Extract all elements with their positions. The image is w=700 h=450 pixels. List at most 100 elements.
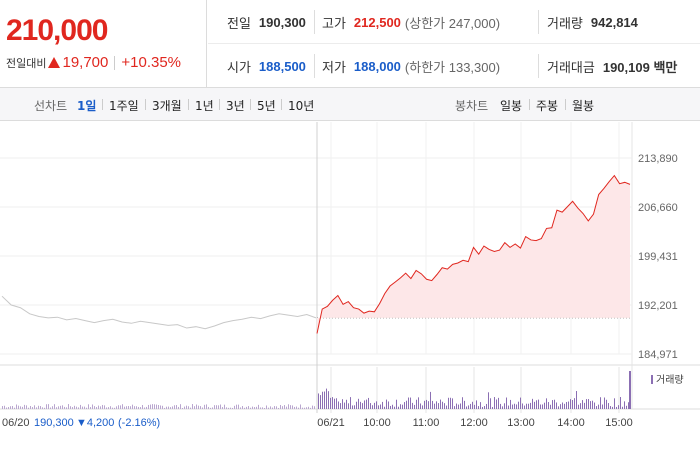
volume-bar (346, 399, 347, 409)
volume-bar (196, 404, 197, 409)
volume-bar (130, 406, 131, 409)
divider (219, 99, 220, 110)
price-chart[interactable]: 213,890 206,660 199,431 192,201 184,971 06/21… (0, 122, 700, 450)
period-1year[interactable]: 1년 (195, 99, 214, 113)
volume-bar (574, 398, 575, 409)
volume-bar (568, 401, 569, 409)
y-tick-label: 213,890 (638, 153, 678, 165)
volume-bar (450, 397, 451, 409)
volume-bar (470, 403, 471, 409)
period-10year[interactable]: 10년 (288, 99, 315, 113)
volume-bar (32, 407, 33, 409)
volume-bar (182, 407, 183, 409)
volume-bar (516, 404, 517, 409)
volume-bar (50, 407, 51, 409)
volume-bar (514, 403, 515, 409)
chart-toolbar: 선차트 1일 1주일 3개월 1년 3년 5년 10년 봉차트 일봉 주봉 월봉 (0, 88, 700, 121)
volume-bar (168, 406, 169, 409)
volume-bar (198, 405, 199, 409)
volume-bar (402, 404, 403, 409)
period-1day[interactable]: 1일 (77, 99, 97, 113)
low-cell: 저가 188,000 (하한가 133,300) (322, 44, 500, 88)
volume-bar (334, 398, 335, 409)
candle-weekly[interactable]: 주봉 (536, 99, 559, 113)
volume-bar (400, 404, 401, 409)
volume-bar (210, 407, 211, 409)
volume-bar (18, 405, 19, 409)
volume-bar (220, 404, 221, 409)
volume-bar (16, 404, 17, 409)
volume-bar (206, 404, 207, 409)
volume-bar (184, 406, 185, 409)
volume-bar (382, 401, 383, 409)
x-tick-label: 11:00 (413, 417, 440, 429)
candle-monthly[interactable]: 월봉 (572, 99, 595, 113)
volume-bar (162, 405, 163, 409)
period-3year[interactable]: 3년 (226, 99, 245, 113)
volume-bar (228, 407, 229, 409)
volume-bar (612, 406, 613, 409)
volume-bar (494, 397, 495, 409)
quote-details: 전일 190,300 고가 212,500 (상한가 247,000) 거래량 … (208, 0, 700, 88)
volume-bar (40, 406, 41, 409)
volume-bar (10, 406, 11, 409)
volume-bar (12, 405, 13, 409)
candle-daily[interactable]: 일봉 (500, 99, 523, 113)
volume-bar (142, 405, 143, 409)
price-chart-svg[interactable]: 213,890 206,660 199,431 192,201 184,971 06/21… (0, 122, 700, 450)
volume-bar (330, 397, 331, 409)
volume-bar (618, 405, 619, 409)
volume-bar (78, 407, 79, 409)
volume-bar (2, 406, 3, 409)
volume-bar (126, 406, 127, 409)
divider (538, 54, 539, 78)
volume-bar (472, 401, 473, 409)
volume-bar (214, 405, 215, 409)
divider (538, 10, 539, 34)
volume-bar (622, 406, 623, 409)
volume-bar (596, 406, 597, 409)
volume-bar (480, 402, 481, 409)
volume-bar (268, 407, 269, 409)
volume-bar (224, 404, 225, 409)
volume-bar (418, 397, 419, 409)
volume-bar (308, 406, 309, 409)
period-3month[interactable]: 3개월 (152, 99, 182, 113)
volume-bar (462, 397, 463, 409)
volume-bar (440, 399, 441, 409)
divider (250, 99, 251, 110)
volume-bar (576, 391, 577, 409)
quote-row: 전일 190,300 고가 212,500 (상한가 247,000) 거래량 … (208, 0, 700, 44)
volume-bar (302, 407, 303, 409)
volume-bar (376, 401, 377, 409)
volume-bar (92, 404, 93, 409)
volume-bar (456, 403, 457, 409)
volume-bar (296, 406, 297, 409)
volume-bar (530, 402, 531, 409)
volume-bar (138, 406, 139, 409)
volume-bar (222, 407, 223, 409)
prev-close-value: 190,300 (258, 14, 306, 30)
volume-bar (614, 398, 615, 409)
volume-bar (552, 400, 553, 409)
period-1week[interactable]: 1주일 (109, 99, 139, 113)
volume-bar (118, 405, 119, 409)
volume-bar (378, 405, 379, 409)
volume-bar (240, 407, 241, 409)
volume-bar (28, 407, 29, 409)
period-5year[interactable]: 5년 (257, 99, 276, 113)
volume-bar (504, 403, 505, 409)
volume-bar (44, 407, 45, 409)
volume-bar (410, 397, 411, 409)
volume-bar (232, 407, 233, 409)
volume-bar (256, 406, 257, 409)
volume-bar (540, 404, 541, 409)
candle-chart-label: 봉차트 (455, 99, 489, 113)
quote-row: 시가 188,500 저가 188,000 (하한가 133,300) 거래대금… (208, 44, 700, 88)
volume-bar (626, 405, 627, 409)
volume-bar (338, 401, 339, 409)
volume-bar (46, 404, 47, 409)
volume-bar (624, 401, 625, 409)
prev-day-date: 06/20 (2, 417, 30, 429)
volume-bar (292, 405, 293, 409)
